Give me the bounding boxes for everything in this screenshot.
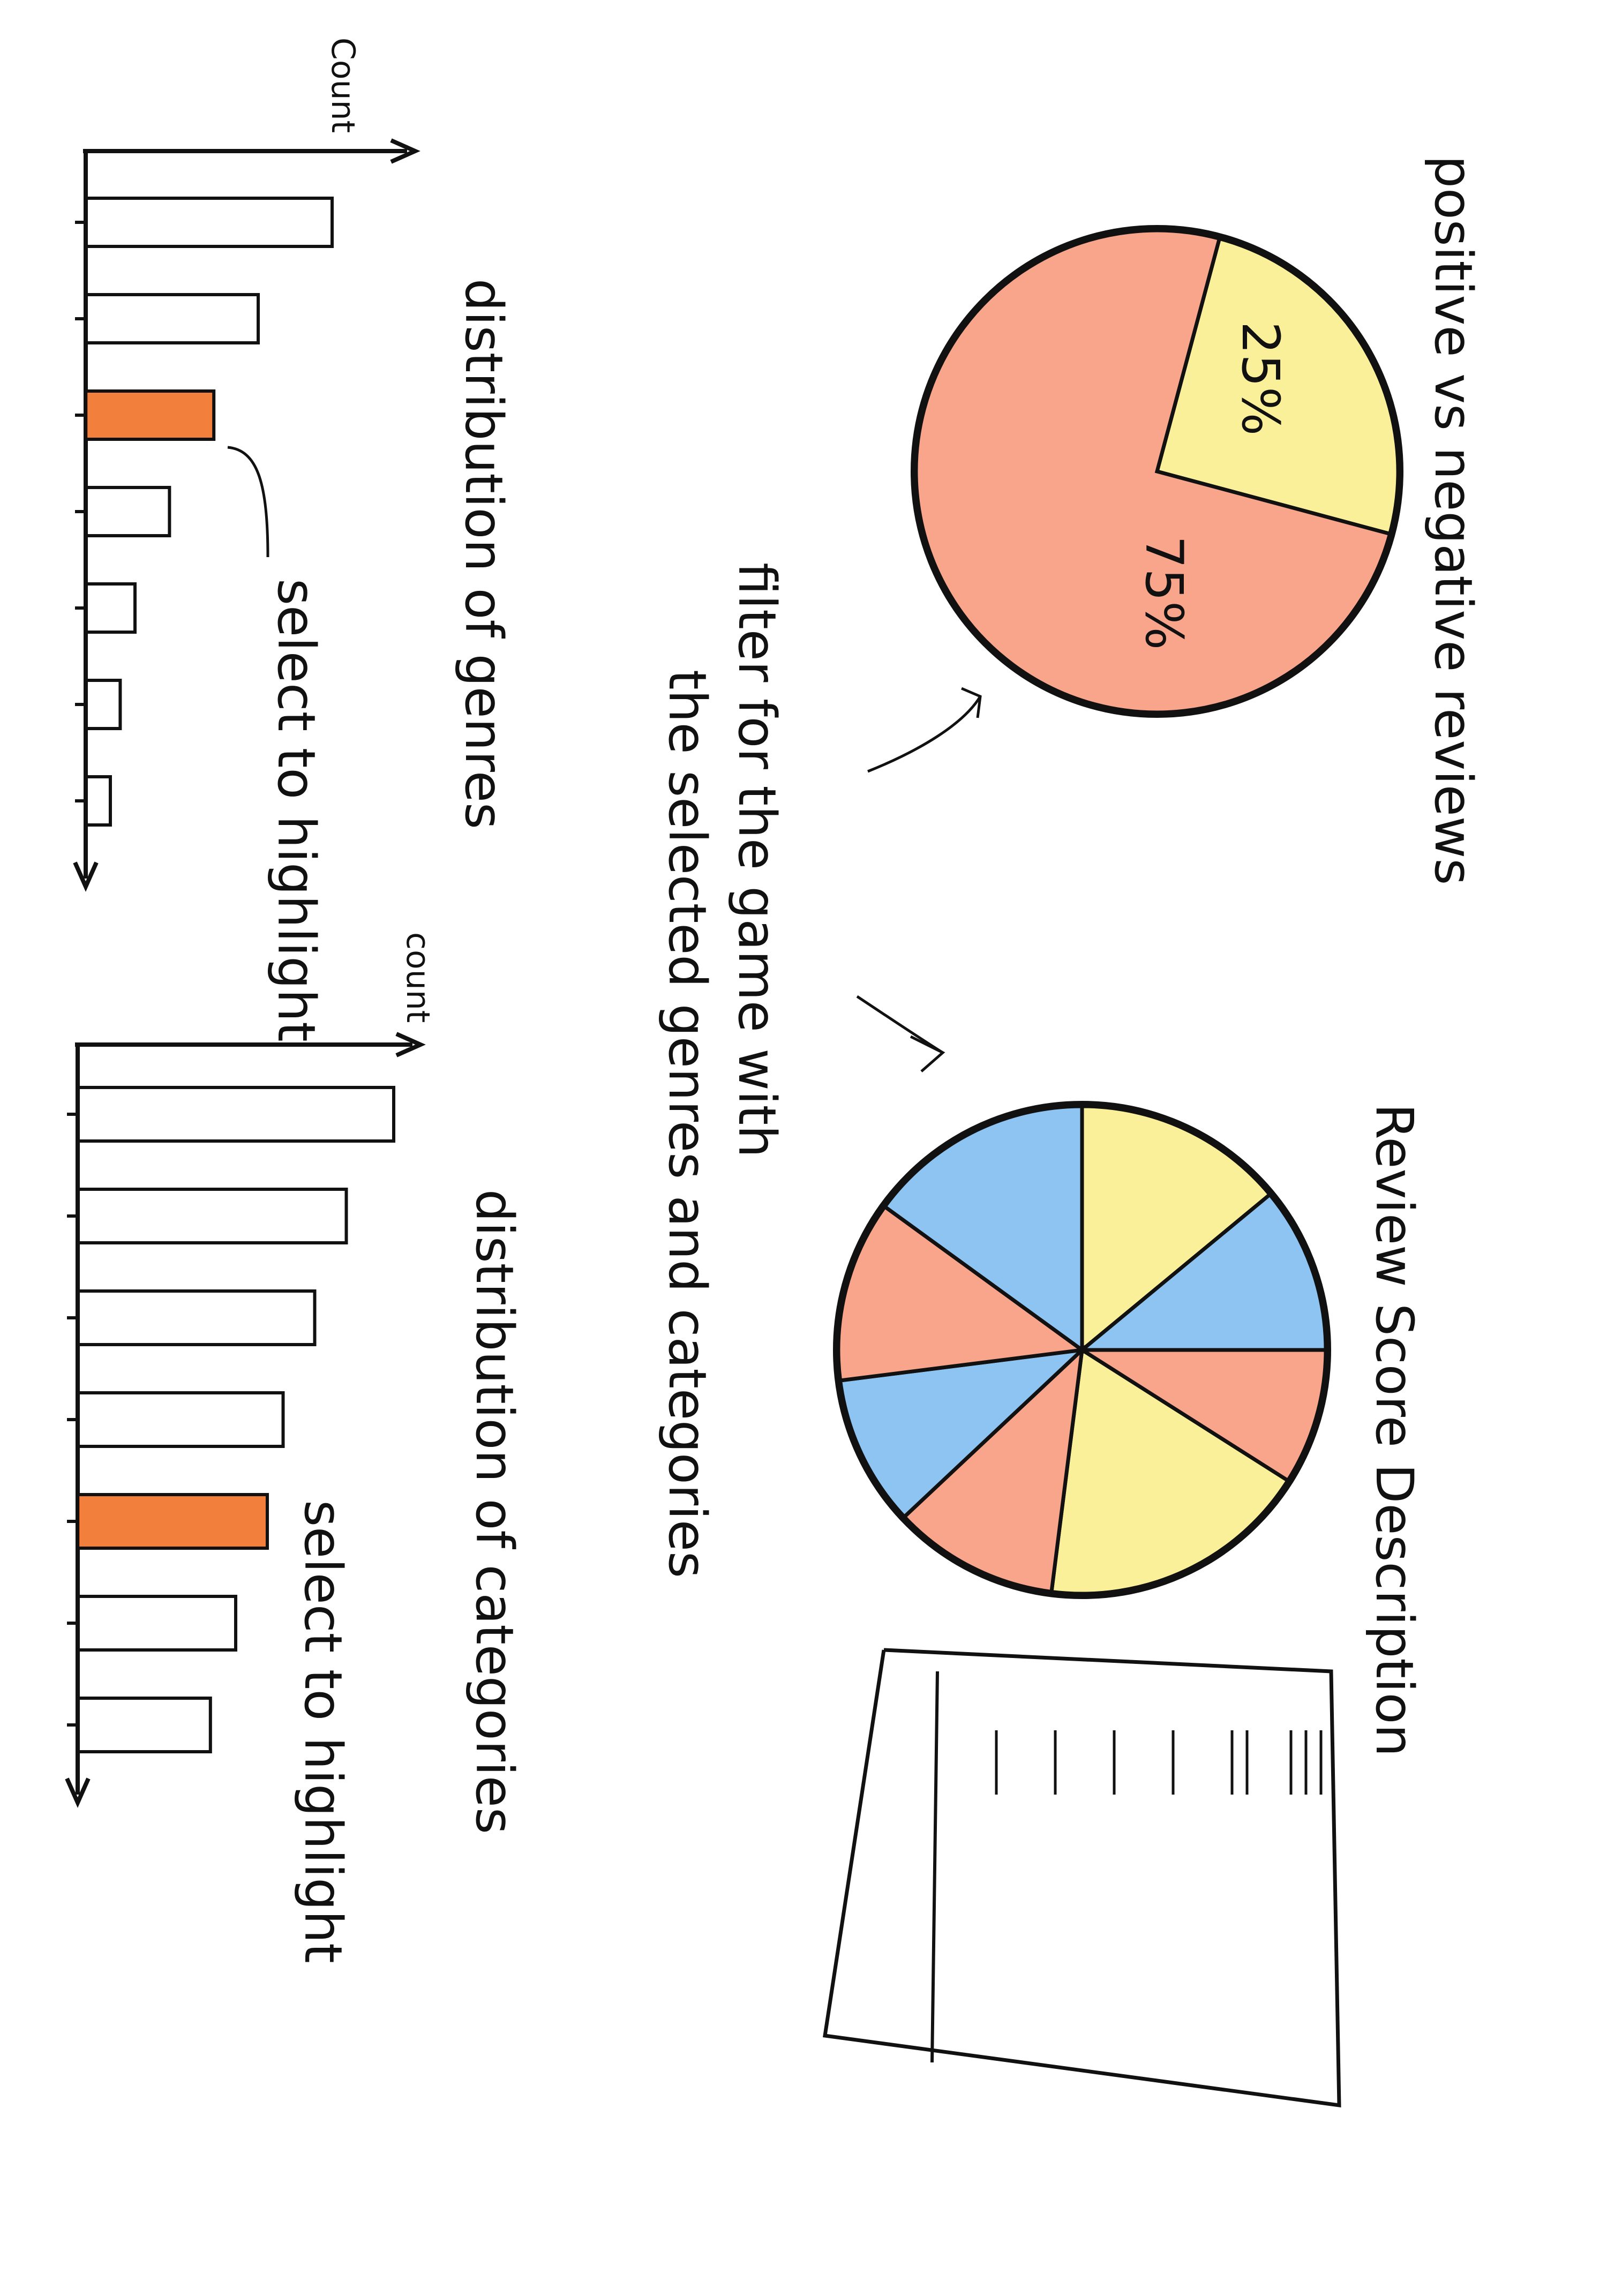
review-score-slices[interactable] [836, 1104, 1328, 1596]
categories-bars[interactable] [67, 1086, 395, 1753]
filter-arrow-to-pie2-head [910, 1035, 945, 1072]
filter-note-line2: the selected genres and categories [657, 670, 717, 1578]
review-sentiment-outline [911, 225, 1403, 718]
genre-bar[interactable] [84, 582, 137, 634]
categories-value-axis-arrow [395, 1032, 426, 1057]
pie1-title: positive vs negative reviews [1423, 155, 1483, 885]
review-score-pie: Review Score Description [833, 1101, 1424, 1757]
categories-caption: distribution of categories [464, 1189, 524, 1834]
pie1-negative-pct: 75% [1134, 536, 1194, 650]
score-slice[interactable] [902, 1345, 1085, 1594]
categories-select-note: select to highlight [293, 1500, 353, 1963]
genre-bar-highlighted[interactable] [84, 389, 216, 441]
category-bar[interactable] [76, 1697, 212, 1753]
genre-bar[interactable] [84, 197, 334, 248]
category-bar[interactable] [76, 1391, 285, 1448]
genres-caption: distribution of genres [454, 279, 514, 829]
review-description-box [823, 1648, 1341, 2108]
genre-bar[interactable] [84, 486, 171, 537]
score-slice[interactable] [1075, 1348, 1328, 1483]
categories-category-axis-arrow [65, 1777, 91, 1808]
genres-select-note: select to highlight [266, 579, 326, 1042]
genres-bar-chart: Count select to highlight distribution o… [73, 37, 514, 1042]
genres-callout-line [227, 446, 269, 558]
category-bar[interactable] [76, 1086, 395, 1143]
filter-annotation: filter for the game with the selected ge… [657, 562, 982, 1578]
filter-note-line1: filter for the game with [727, 562, 787, 1158]
description-box-divider [930, 1671, 939, 2063]
genre-bar[interactable] [84, 775, 112, 827]
genres-category-axis-arrow [73, 861, 99, 892]
sentiment-slice[interactable] [1154, 236, 1400, 536]
sentiment-slice[interactable] [914, 228, 1392, 715]
genres-count-label: Count [324, 37, 362, 133]
review-score-outline [833, 1101, 1331, 1599]
genre-bar[interactable] [84, 293, 260, 344]
category-bar[interactable] [76, 1595, 237, 1652]
filter-arrow-to-pie1-head [961, 687, 982, 718]
score-slice[interactable] [1080, 1104, 1273, 1354]
score-slice[interactable] [1049, 1347, 1291, 1596]
genres-value-axis-arrow [390, 138, 420, 164]
description-text-lines [995, 1730, 1323, 1795]
filter-arrow-to-pie1 [867, 695, 982, 773]
review-sentiment-pie: 25% 75% positive vs negative reviews [911, 155, 1483, 885]
review-sentiment-slices[interactable] [914, 228, 1400, 715]
pie1-positive-pct: 25% [1230, 321, 1290, 436]
categories-bar-chart: count select to highlight distribution o… [65, 932, 524, 1963]
genre-bar[interactable] [84, 679, 122, 730]
category-bar[interactable] [76, 1289, 317, 1346]
filter-arrow-to-pie2 [856, 995, 944, 1054]
genres-bars[interactable] [75, 197, 334, 827]
category-bar-highlighted[interactable] [76, 1493, 269, 1550]
score-slice[interactable] [838, 1347, 1088, 1520]
pie2-title: Review Score Description [1364, 1104, 1424, 1757]
category-bar[interactable] [76, 1188, 348, 1244]
score-slice[interactable] [836, 1204, 1087, 1383]
score-slice[interactable] [882, 1104, 1084, 1354]
description-box-frame [823, 1648, 1341, 2108]
categories-count-label: count [399, 932, 437, 1023]
score-slice[interactable] [1077, 1192, 1328, 1352]
